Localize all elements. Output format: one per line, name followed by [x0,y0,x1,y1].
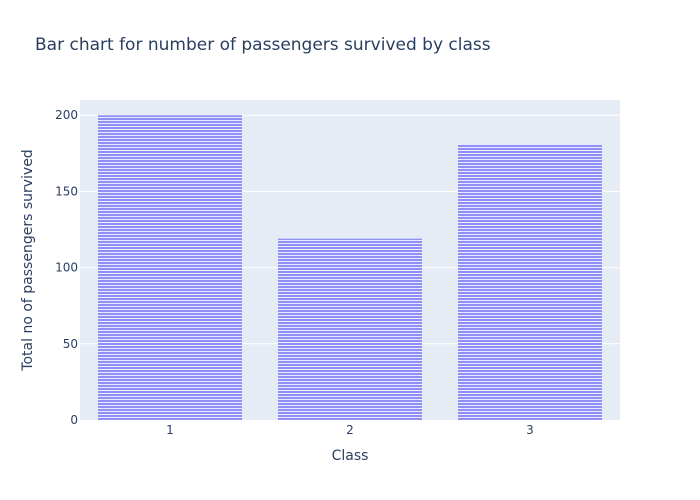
chart-title: Bar chart for number of passengers survi… [35,35,491,55]
y-tick-label: 150 [55,184,78,198]
y-tick-label: 50 [63,337,78,351]
x-tick-label: 3 [526,423,534,437]
x-tick-label: 2 [346,423,354,437]
y-tick-label: 200 [55,108,78,122]
x-axis-label: Class [332,448,369,464]
bar-class-2 [278,238,422,420]
y-axis-label: Total no of passengers survived [20,149,36,371]
bars [98,115,602,420]
x-axis-ticks: 1 2 3 [166,423,534,437]
x-tick-label: 1 [166,423,174,437]
bar-class-1 [98,115,242,420]
y-axis-ticks: 0 50 100 150 200 [55,108,78,427]
bar-class-3 [458,144,602,420]
y-tick-label: 100 [55,261,78,275]
y-tick-label: 0 [70,413,78,427]
